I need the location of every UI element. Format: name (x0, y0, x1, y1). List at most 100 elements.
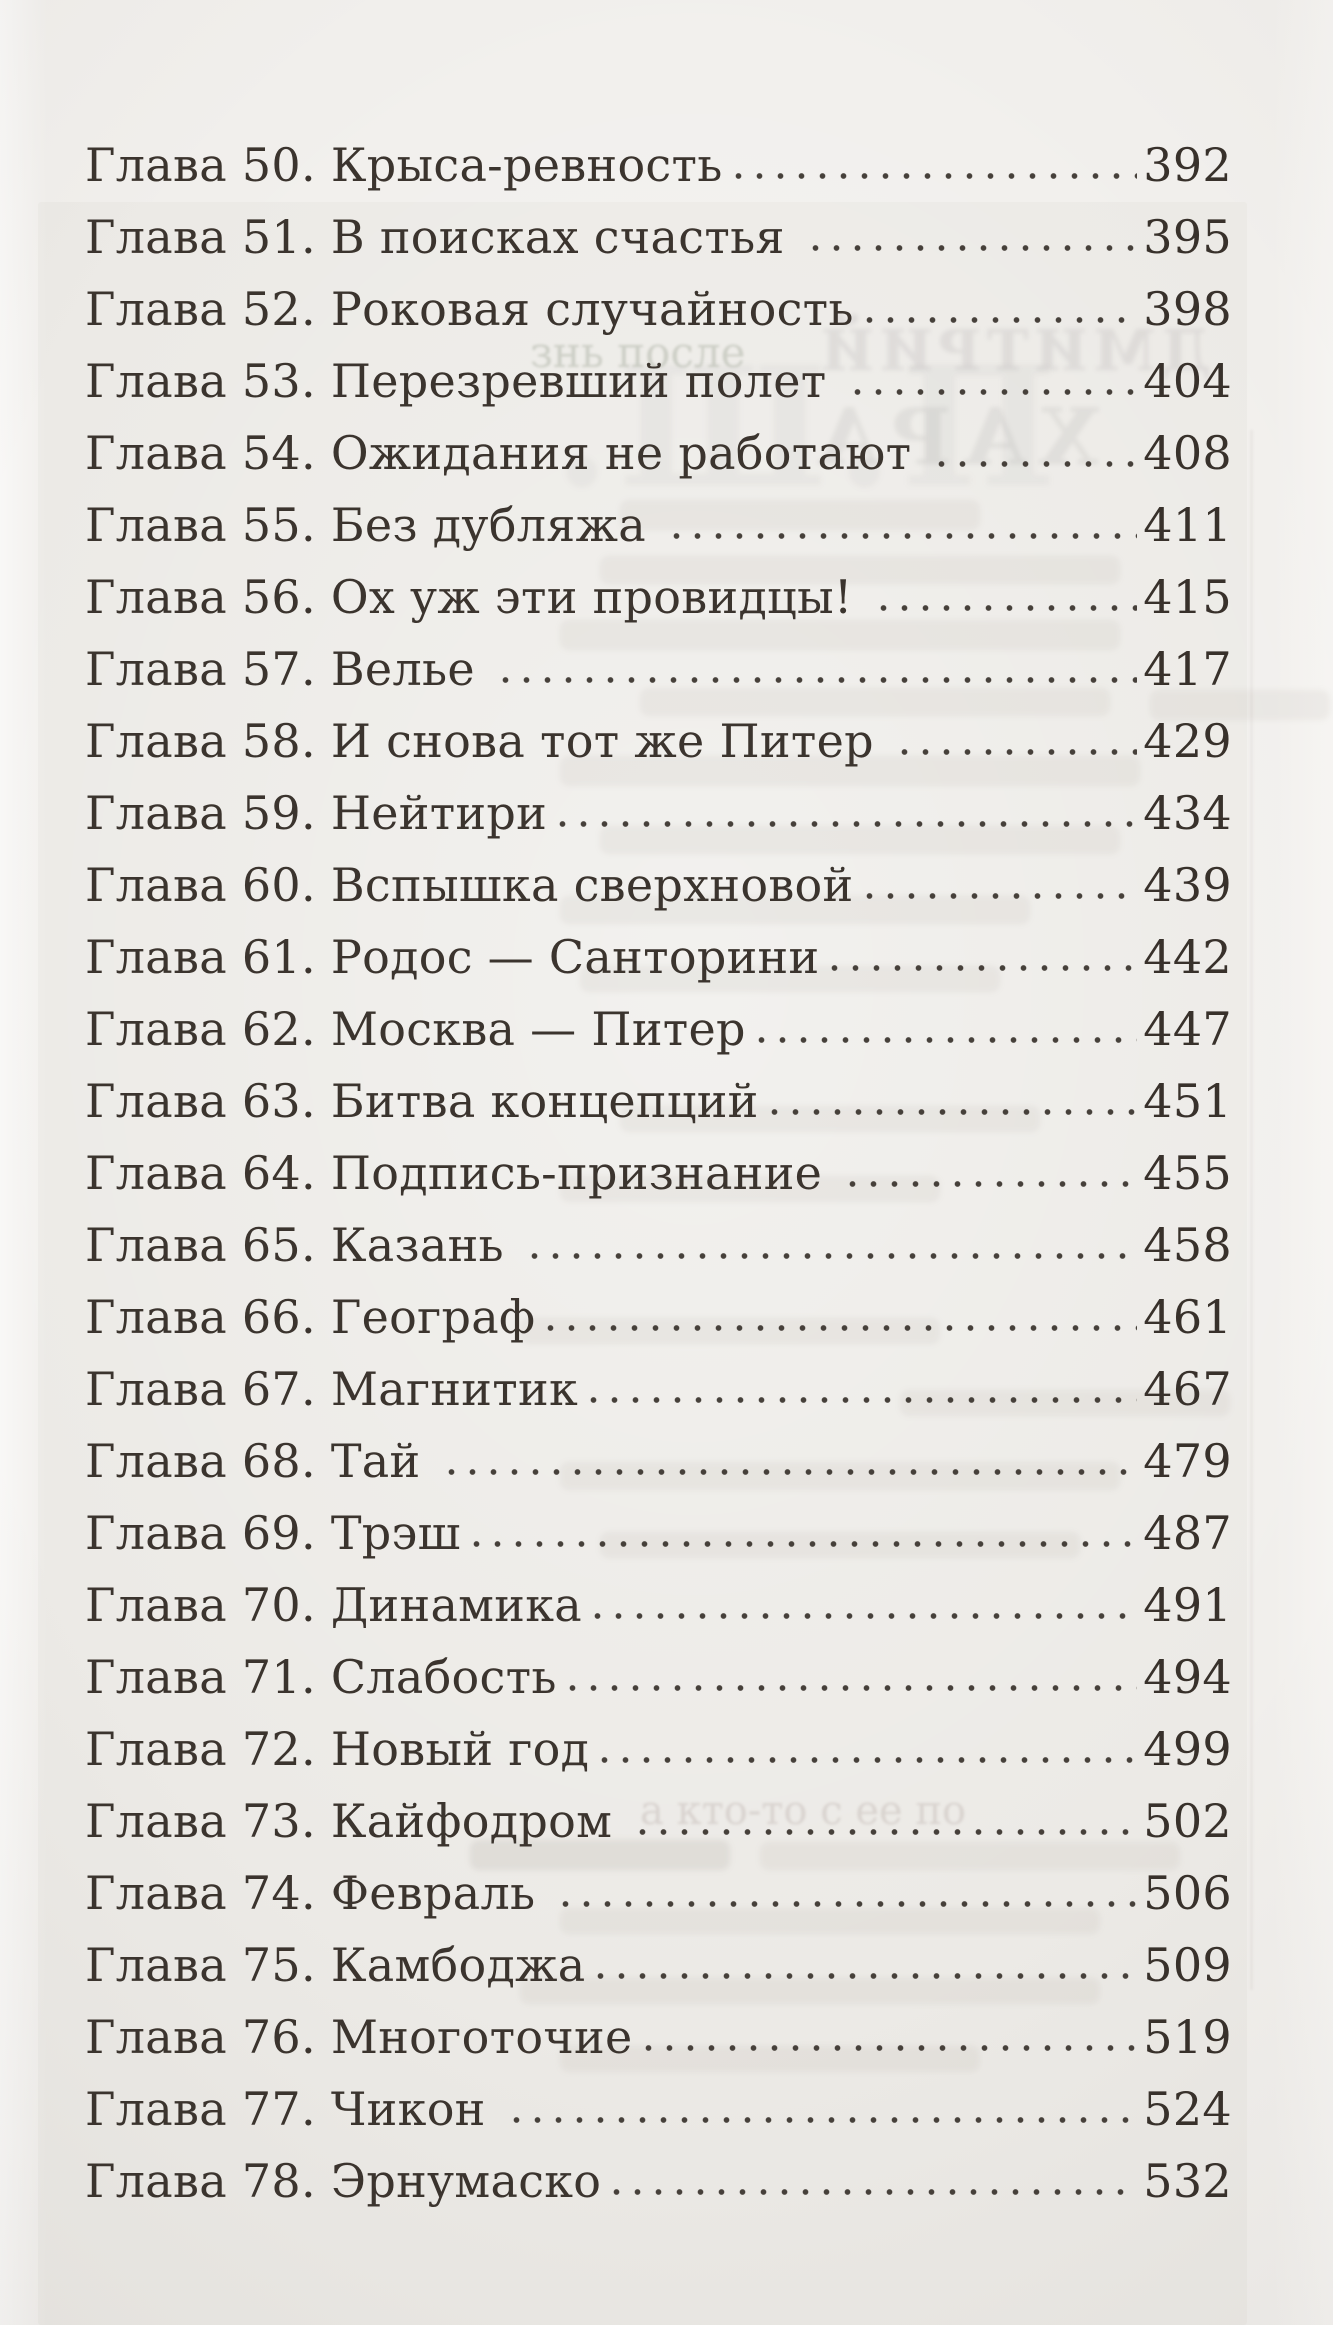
toc-entry-page: 506 (1143, 1866, 1232, 1920)
toc-entry-page: 491 (1143, 1578, 1232, 1632)
toc-entry-title: Глава 62. Москва — Питер (85, 1002, 746, 1056)
toc-leader-dots (505, 2115, 1138, 2125)
toc-entry-title: Глава 52. Роковая случайность (85, 282, 854, 336)
toc-entry-page: 429 (1143, 714, 1232, 768)
toc-entry-title: Глава 64. Подпись-признание (85, 1146, 823, 1200)
toc-entry-page: 461 (1143, 1290, 1232, 1344)
toc-leader-dots (893, 747, 1138, 757)
toc-leader-dots (846, 387, 1138, 397)
toc-entry: Глава 54. Ожидания не работают 408 (85, 417, 1232, 489)
toc-entry: Глава 75. Камбоджа 509 (85, 1929, 1232, 2001)
toc-entry-page: 404 (1143, 354, 1232, 408)
toc-entry: Глава 57. Велье 417 (85, 633, 1232, 705)
toc-leader-dots (804, 243, 1138, 253)
toc-entry-title: Глава 57. Велье (85, 642, 475, 696)
toc-entry-title: Глава 75. Камбоджа (85, 1938, 586, 1992)
toc-leader-dots (523, 1251, 1138, 1261)
toc-entry-title: Глава 56. Ох уж эти провидцы! (85, 570, 853, 624)
toc-entry-title: Глава 69. Трэш (85, 1506, 461, 1560)
toc-entry: Глава 78. Эрнумаско 532 (85, 2145, 1232, 2217)
toc-entry: Глава 51. В поисках счастья 395 (85, 201, 1232, 273)
toc-entry-title: Глава 61. Родос — Санторини (85, 930, 820, 984)
toc-entry: Глава 50. Крыса-ревность 392 (85, 129, 1232, 201)
toc-entry: Глава 70. Динамика 491 (85, 1569, 1232, 1641)
toc-leader-dots (583, 1395, 1138, 1405)
bleedthrough-text-line: знь после (530, 328, 746, 377)
toc-entry-page: 439 (1143, 858, 1232, 912)
toc-entry-page: 398 (1143, 282, 1232, 336)
toc-entry: Глава 76. Многоточие 519 (85, 2001, 1232, 2073)
toc-leader-dots (440, 1467, 1138, 1477)
toc-leader-dots (606, 2187, 1138, 2197)
toc-entry: Глава 77. Чикон 524 (85, 2073, 1232, 2145)
toc-leader-dots (586, 1611, 1138, 1621)
toc-entry-title: Глава 77. Чикон (85, 2082, 486, 2136)
toc-entry-page: 494 (1143, 1650, 1232, 1704)
toc-entry-page: 458 (1143, 1218, 1232, 1272)
toc-entry-title: Глава 76. Многоточие (85, 2010, 633, 2064)
toc-entry: Глава 72. Новый год 499 (85, 1713, 1232, 1785)
toc-entry: Глава 73. Кайфодром 502 (85, 1785, 1232, 1857)
toc-entry-title: Глава 74. Февраль (85, 1866, 536, 1920)
toc-entry: Глава 55. Без дубляжа 411 (85, 489, 1232, 561)
toc-entry-title: Глава 65. Казань (85, 1218, 504, 1272)
toc-entry-page: 447 (1143, 1002, 1232, 1056)
showthrough-blur-line (760, 1842, 1180, 1870)
toc-leader-dots (842, 1179, 1138, 1189)
toc-entry-title: Глава 66. Географ (85, 1290, 536, 1344)
toc-entry: Глава 58. И снова тот же Питер 429 (85, 705, 1232, 777)
toc-entry: Глава 74. Февраль 506 (85, 1857, 1232, 1929)
toc-entry-title: Глава 53. Перезревший полет (85, 354, 827, 408)
toc-entry-page: 442 (1143, 930, 1232, 984)
showthrough-blur-line (600, 826, 1120, 854)
toc-entry: Глава 65. Казань 458 (85, 1209, 1232, 1281)
toc-entry: Глава 52. Роковая случайность 398 (85, 273, 1232, 345)
showthrough-blur-line (560, 1908, 1100, 1934)
showthrough-blur-line (560, 620, 1120, 650)
showthrough-blur-line (600, 556, 1120, 584)
toc-entry-page: 434 (1143, 786, 1232, 840)
toc-entry-title: Глава 59. Нейтири (85, 786, 548, 840)
toc-leader-dots (931, 459, 1138, 469)
toc-entry-page: 417 (1143, 642, 1232, 696)
toc-entry-page: 502 (1143, 1794, 1232, 1848)
toc-entry-page: 499 (1143, 1722, 1232, 1776)
toc-entry-page: 455 (1143, 1146, 1232, 1200)
toc-entry-title: Глава 71. Слабость (85, 1650, 557, 1704)
toc-entry: Глава 53. Перезревший полет 404 (85, 345, 1232, 417)
toc-entry-title: Глава 70. Динамика (85, 1578, 582, 1632)
toc-entry-page: 392 (1143, 138, 1232, 192)
bleedthrough-text-line: а кто-то с ее по (640, 1788, 967, 1834)
toc-entry-title: Глава 60. Вспышка сверхновой (85, 858, 854, 912)
toc-entry: Глава 67. Магнитик 467 (85, 1353, 1232, 1425)
toc-entry-title: Глава 58. И снова тот же Питер (85, 714, 874, 768)
toc-leader-dots (872, 603, 1138, 613)
toc-entry-page: 451 (1143, 1074, 1232, 1128)
toc-entry: Глава 64. Подпись-признание 455 (85, 1137, 1232, 1209)
toc-entry: Глава 66. Географ 461 (85, 1281, 1232, 1353)
toc-leader-dots (637, 2043, 1138, 2053)
toc-entry-title: Глава 63. Битва концепций (85, 1074, 759, 1128)
showthrough-blur-line (470, 1840, 730, 1870)
showthrough-blur-line (640, 688, 1110, 716)
showthrough-blur-line (1150, 690, 1330, 720)
toc-entry: Глава 62. Москва — Питер 447 (85, 993, 1232, 1065)
toc-entry-title: Глава 73. Кайфодром (85, 1794, 613, 1848)
toc-entry-page: 395 (1143, 210, 1232, 264)
toc-leader-dots (494, 675, 1138, 685)
toc-leader-dots (750, 1035, 1138, 1045)
toc-entry: Глава 69. Трэш 487 (85, 1497, 1232, 1569)
toc-entry-page: 524 (1143, 2082, 1232, 2136)
toc-leader-dots (561, 1683, 1138, 1693)
toc-entry: Глава 71. Слабость 494 (85, 1641, 1232, 1713)
toc-entry: Глава 60. Вспышка сверхновой 439 (85, 849, 1232, 921)
toc-entry: Глава 61. Родос — Санторини 442 (85, 921, 1232, 993)
toc-leader-dots (763, 1107, 1138, 1117)
toc-entry-title: Глава 54. Ожидания не работают (85, 426, 912, 480)
toc-entry-title: Глава 68. Тай (85, 1434, 421, 1488)
toc-leader-dots (555, 1899, 1138, 1909)
toc-leader-dots (824, 963, 1138, 973)
toc-entry-page: 415 (1143, 570, 1232, 624)
toc-entry-title: Глава 50. Крыса-ревность (85, 138, 723, 192)
